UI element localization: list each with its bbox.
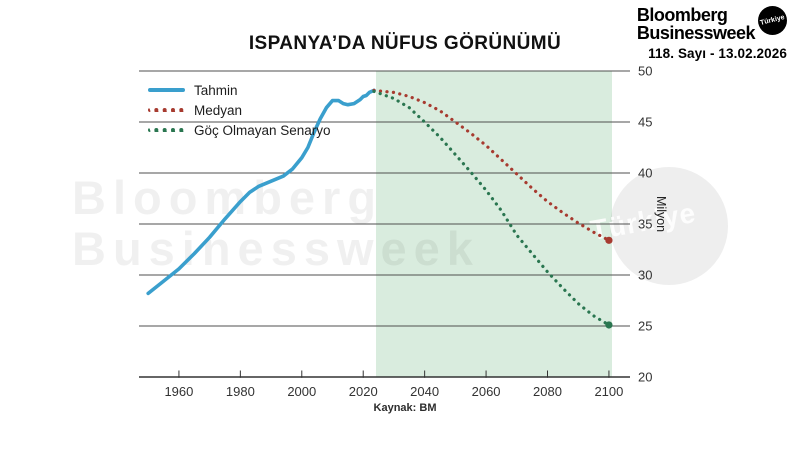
watermark-circle [610, 167, 728, 285]
logo-line1: Bloomberg [636, 5, 728, 25]
x-tick-label: 2040 [410, 384, 439, 399]
series-tahmin [146, 88, 376, 296]
legend-item-medyan: Medyan [148, 100, 331, 120]
tahmin-line-swatch [148, 88, 185, 92]
x-tick-label: 2060 [472, 384, 501, 399]
watermark-text: Bloomberg Businessweek [72, 172, 480, 274]
logo-line2: Businessweek [636, 23, 756, 43]
publication-header: Bloomberg Businessweek Türkiye 118. Sayı… [637, 6, 787, 61]
x-tick-label: 2080 [533, 384, 562, 399]
legend-item-tahmin: Tahmin [148, 80, 331, 100]
series-goc-olmayan-senaryo [372, 89, 611, 327]
watermark-line2: Businessweek [72, 222, 480, 275]
medyan-dotted-swatch [148, 108, 185, 112]
y-tick-label: 40 [638, 166, 652, 181]
y-tick-label: 45 [638, 115, 652, 130]
legend-label: Tahmin [194, 82, 238, 98]
legend-item-goc-olmayan-senaryo: Göç Olmayan Senaryo [148, 120, 331, 140]
source-note: Kaynak: BM [373, 402, 437, 414]
chart-title: ISPANYA’DA NÜFUS GÖRÜNÜMÜ [248, 33, 562, 54]
x-tick-label: 2000 [287, 384, 316, 399]
y-tick-label: 30 [638, 268, 652, 283]
y-tick-label: 20 [638, 370, 652, 385]
series-medyan [372, 88, 611, 242]
x-tick-label: 1960 [164, 384, 193, 399]
x-tick-label: 1980 [226, 384, 255, 399]
issue-date: 118. Sayı - 13.02.2026 [648, 46, 787, 61]
x-tick-label: 2100 [594, 384, 623, 399]
legend-label: Göç Olmayan Senaryo [194, 122, 331, 138]
legend-label: Medyan [194, 102, 243, 118]
goc-olmayan-dotted-swatch [148, 128, 185, 132]
x-tick-label: 2020 [349, 384, 378, 399]
chart-legend: Tahmin Medyan Göç Olmayan Senaryo [148, 80, 331, 140]
watermark-line1: Bloomberg [72, 171, 384, 224]
y-tick-label: 25 [638, 319, 652, 334]
y-tick-label: 50 [638, 64, 652, 79]
bloomberg-businessweek-logo: Bloomberg Businessweek Türkiye [637, 6, 787, 42]
turkiye-badge: Türkiye [758, 6, 787, 35]
series-end-dot [605, 321, 613, 329]
y-tick-label: 35 [638, 217, 652, 232]
series-end-dot [605, 236, 613, 244]
turkiye-badge-label: Türkiye [759, 14, 786, 27]
y-axis-label: Milyon [654, 196, 668, 233]
